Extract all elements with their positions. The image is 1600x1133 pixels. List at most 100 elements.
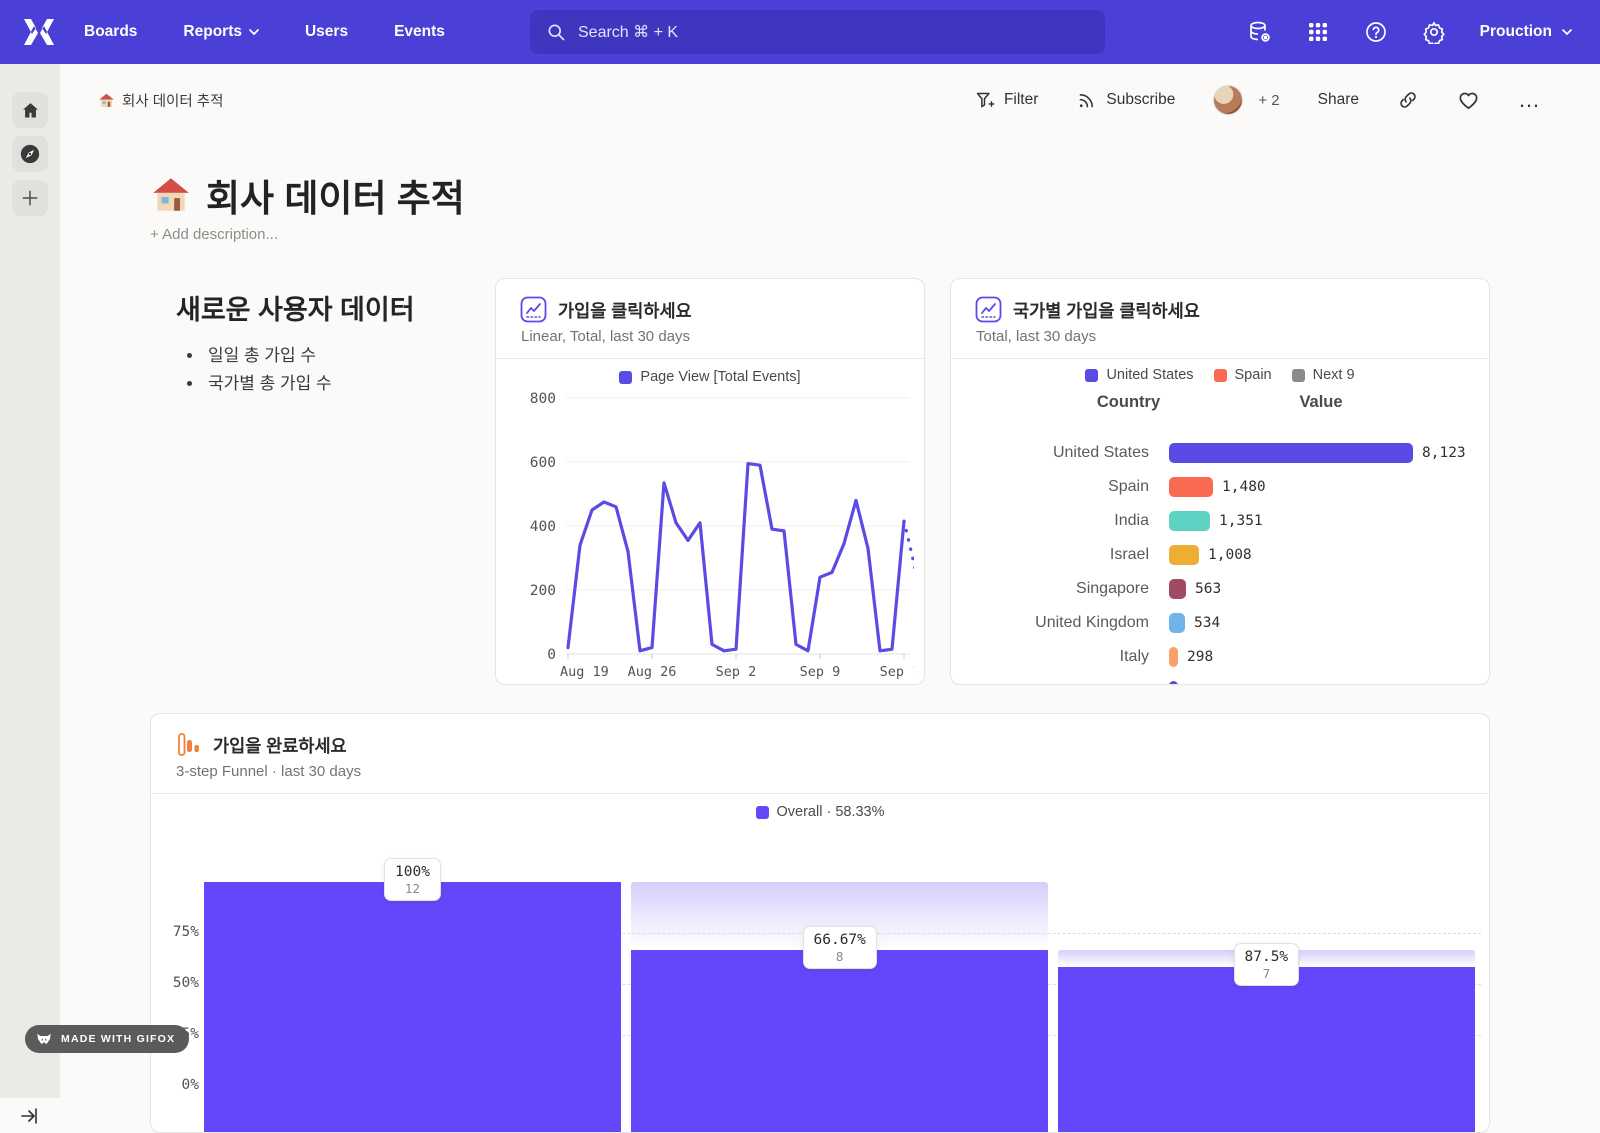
country-bar[interactable] <box>1169 579 1186 599</box>
country-row[interactable]: Singapore 563 <box>951 572 1489 606</box>
country-bar[interactable] <box>1169 681 1178 684</box>
nav-item-boards[interactable]: Boards <box>84 23 137 41</box>
country-bar[interactable] <box>1169 613 1185 633</box>
country-value: 298 <box>1187 649 1214 665</box>
search-input[interactable]: Search ⌘ + K <box>530 10 1105 54</box>
country-bar[interactable] <box>1169 647 1178 667</box>
nav-item-reports[interactable]: Reports <box>183 23 259 41</box>
legend-swatch <box>1291 368 1305 382</box>
funnel-card[interactable]: 가입을 완료하세요 3-step Funnel · last 30 days O… <box>150 713 1490 1133</box>
country-row[interactable]: United Kingdom 534 <box>951 606 1489 640</box>
legend-item[interactable]: Spain <box>1213 367 1272 383</box>
funnel-count: 8 <box>835 948 844 964</box>
country-row[interactable]: India 1,351 <box>951 504 1489 538</box>
line-chart-card[interactable]: 가입을 클릭하세요 Linear, Total, last 30 days Pa… <box>495 278 925 685</box>
line-series-incomplete <box>902 519 914 572</box>
help-icon[interactable] <box>1364 20 1388 44</box>
card-title[interactable]: 가입을 완료하세요 <box>213 736 347 756</box>
funnel-y-axis-label: 50% <box>172 975 199 991</box>
country-row[interactable]: United States 8,123 <box>951 436 1489 470</box>
subscribe-button[interactable]: Subscribe <box>1076 90 1175 111</box>
x-axis-label: Sep 16 <box>880 664 914 680</box>
card-title[interactable]: 가입을 클릭하세요 <box>558 301 692 321</box>
settings-gear-icon[interactable] <box>1422 20 1446 44</box>
collapse-sidebar-icon[interactable] <box>20 1106 40 1126</box>
share-label: Share <box>1317 91 1359 108</box>
add-description[interactable]: + Add description... <box>150 226 278 243</box>
copy-link-icon[interactable] <box>1397 89 1419 111</box>
search-placeholder: Search ⌘ + K <box>578 24 679 41</box>
legend-item[interactable]: Next 9 <box>1291 367 1355 383</box>
card-header: 국가별 가입을 클릭하세요 Total, last 30 days <box>951 279 1489 359</box>
funnel-bar-step-1[interactable] <box>204 882 621 1132</box>
y-axis-label: 400 <box>530 519 556 535</box>
country-row[interactable]: Israel 1,008 <box>951 538 1489 572</box>
legend-item[interactable]: United States <box>1085 367 1194 383</box>
country-label: United States <box>1052 444 1149 461</box>
country-bar[interactable] <box>1169 511 1210 531</box>
avatar[interactable] <box>1213 85 1244 115</box>
subscribe-label: Subscribe <box>1106 91 1176 108</box>
board-header-row: 회사 데이터 추적 Filter Subscribe + 2 Share <box>60 64 1600 136</box>
house-emoji <box>99 93 114 107</box>
country-label: United Kingdom <box>1035 614 1149 631</box>
funnel-count: 7 <box>1262 966 1271 981</box>
country-bar[interactable] <box>1169 443 1413 463</box>
fox-icon <box>37 1033 51 1044</box>
country-row[interactable]: Spain 1,480 <box>951 470 1489 504</box>
gifox-badge: MADE WITH GIFOX <box>25 1025 190 1053</box>
project-selector[interactable]: Prouction <box>1480 23 1572 41</box>
line-chart-icon <box>520 296 547 323</box>
line-chart-icon <box>975 296 1002 323</box>
country-value: 1,008 <box>1208 547 1252 563</box>
favorite-heart-icon[interactable] <box>1457 89 1480 112</box>
funnel-conversion-pct: 87.5% <box>1244 949 1289 965</box>
legend-swatch <box>1213 368 1227 382</box>
explore-button[interactable] <box>12 136 48 172</box>
create-button[interactable] <box>12 180 48 216</box>
country-row-partial[interactable] <box>951 674 1489 684</box>
country-value: 1,480 <box>1222 479 1266 495</box>
x-axis-label: Sep 2 <box>716 664 757 680</box>
card-title[interactable]: 국가별 가입을 클릭하세요 <box>1013 301 1200 321</box>
gifox-label: MADE WITH GIFOX <box>61 1033 176 1045</box>
collaborators[interactable]: + 2 <box>1213 85 1280 115</box>
legend-swatch <box>1085 368 1099 382</box>
funnel-bar-step-3[interactable] <box>1058 967 1475 1132</box>
line-series[interactable] <box>566 461 906 653</box>
country-label: Israel <box>1109 546 1149 563</box>
list-item: 국가별 총 가입 수 <box>204 370 332 398</box>
country-bar[interactable] <box>1169 545 1199 565</box>
line-chart-plot[interactable]: 0 200 400 600 800 Aug 19 Aug 26 Sep 2 Sep 9 Sep 1… <box>518 385 914 681</box>
y-axis-label: 800 <box>530 391 556 407</box>
filter-funnel-icon <box>976 92 995 107</box>
column-value: Value <box>1299 393 1343 411</box>
country-label: Singapore <box>1076 580 1149 597</box>
nav-item-users[interactable]: Users <box>305 23 348 41</box>
home-button[interactable] <box>12 92 48 128</box>
nav-item-events[interactable]: Events <box>394 23 445 41</box>
country-row[interactable]: Italy 298 <box>951 640 1489 674</box>
list-item: 일일 총 가입 수 <box>204 342 332 370</box>
compass-icon <box>20 144 40 164</box>
funnel-bar-step-2[interactable] <box>631 949 1048 1132</box>
mixpanel-logo-icon[interactable] <box>22 17 56 47</box>
country-bar[interactable] <box>1169 477 1213 497</box>
nav-item-label: Reports <box>183 23 242 40</box>
more-options-icon[interactable]: … <box>1518 87 1542 112</box>
apps-grid-icon[interactable] <box>1306 20 1330 44</box>
card-subtitle: Linear, Total, last 30 days <box>521 328 690 345</box>
share-button[interactable]: Share <box>1318 91 1359 109</box>
card-header: 가입을 클릭하세요 Linear, Total, last 30 days <box>496 279 924 359</box>
filter-button[interactable]: Filter <box>974 90 1038 111</box>
chevron-down-icon <box>1562 29 1572 36</box>
chart-legend: Page View [Total Events] <box>496 369 924 385</box>
home-icon <box>22 102 38 117</box>
country-value: 563 <box>1195 581 1222 597</box>
data-management-icon[interactable] <box>1248 20 1272 44</box>
breadcrumb[interactable]: 회사 데이터 추적 <box>98 90 223 111</box>
country-bar-card[interactable]: 국가별 가입을 클릭하세요 Total, last 30 days United… <box>950 278 1490 685</box>
page-title-text: 회사 데이터 추적 <box>206 178 465 219</box>
y-axis-label: 200 <box>530 583 556 599</box>
